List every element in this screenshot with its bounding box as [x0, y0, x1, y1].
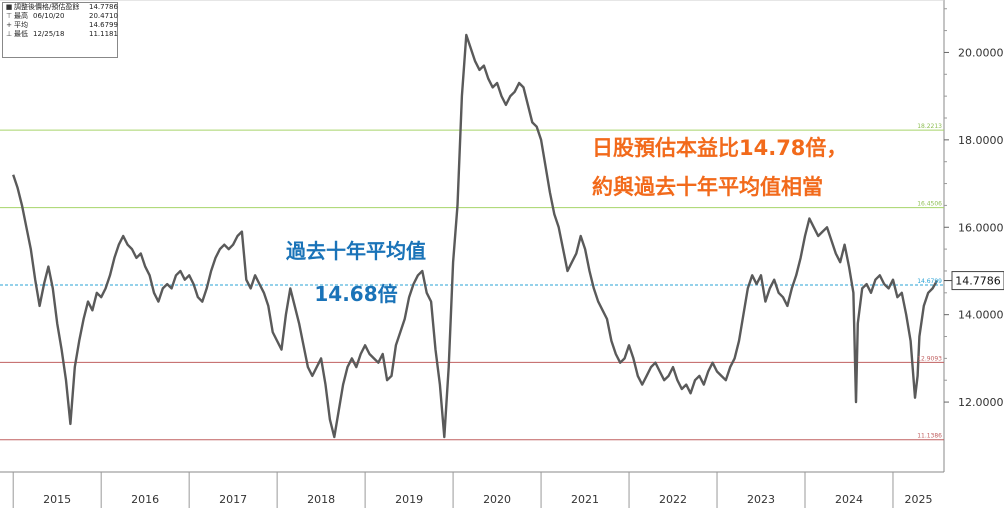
reference-line-label: 14.6799 — [917, 278, 942, 285]
legend-row: ⊤ 最高 06/10/20 20.4710 — [3, 12, 118, 21]
reference-line-label: 12.9093 — [917, 355, 942, 362]
x-tick-label: 2021 — [571, 493, 599, 506]
y-tick-label: 12.0000 — [958, 396, 1004, 409]
reference-line-label: 11.1386 — [917, 433, 942, 440]
low-icon: ⊥ — [5, 30, 13, 38]
legend-value: 14.7786 — [89, 3, 118, 11]
legend-value: 20.4710 — [89, 12, 118, 20]
y-tick-label: 18.0000 — [958, 134, 1004, 147]
x-tick-label: 2019 — [395, 493, 423, 506]
reference-line-label: 16.4506 — [917, 201, 942, 208]
legend-name: 調整後價格/預估盈餘 — [14, 3, 80, 11]
axis-labels-group: 12.0000 14.0000 16.0000 18.0000 20.0000 2015 2… — [43, 46, 1004, 506]
legend-row: + 平均 14.6799 — [3, 21, 118, 30]
legend-name: 平均 — [14, 21, 28, 29]
orange-annotation-line1: 日股預估本益比14.78倍， — [592, 136, 848, 160]
x-tick-label: 2017 — [219, 493, 247, 506]
legend: ■ 調整後價格/預估盈餘 14.7786 ⊤ 最高 06/10/20 20.47… — [2, 2, 118, 58]
legend-name: 最高 — [14, 12, 28, 20]
legend-row: ■ 調整後價格/預估盈餘 14.7786 — [3, 3, 118, 12]
x-tick-label: 2025 — [904, 493, 932, 506]
legend-row: ⊥ 最低 12/25/18 11.1181 — [3, 30, 118, 39]
x-tick-label: 2015 — [43, 493, 71, 506]
series-group — [12, 33, 939, 439]
legend-name: 最低 — [14, 30, 28, 38]
legend-value: 11.1181 — [89, 30, 118, 38]
reference-line-label: 18.2213 — [917, 123, 942, 130]
reference-lines-group — [0, 129, 944, 441]
x-tick-label: 2022 — [659, 493, 687, 506]
x-tick-label: 2018 — [307, 493, 335, 506]
orange-annotation-line2: 約與過去十年平均值相當 — [592, 175, 823, 199]
series-line — [12, 33, 939, 439]
x-tick-label: 2016 — [131, 493, 159, 506]
legend-date: 12/25/18 — [33, 30, 65, 38]
current-value-label: 14.7786 — [955, 275, 1001, 288]
x-tick-label: 2023 — [747, 493, 775, 506]
high-icon: ⊤ — [5, 12, 13, 20]
axes-group — [0, 0, 949, 508]
legend-value: 14.6799 — [89, 21, 118, 29]
average-icon: + — [6, 21, 12, 29]
y-tick-label: 20.0000 — [958, 46, 1004, 59]
y-tick-label: 14.0000 — [958, 309, 1004, 322]
legend-date: 06/10/20 — [33, 12, 65, 20]
y-tick-label: 16.0000 — [958, 221, 1004, 234]
series-icon: ■ — [5, 3, 13, 11]
blue-annotation-line1: 過去十年平均值 — [286, 239, 426, 263]
x-tick-label: 2024 — [835, 493, 863, 506]
blue-annotation-line2: 14.68倍 — [314, 282, 398, 306]
x-tick-label: 2020 — [483, 493, 511, 506]
